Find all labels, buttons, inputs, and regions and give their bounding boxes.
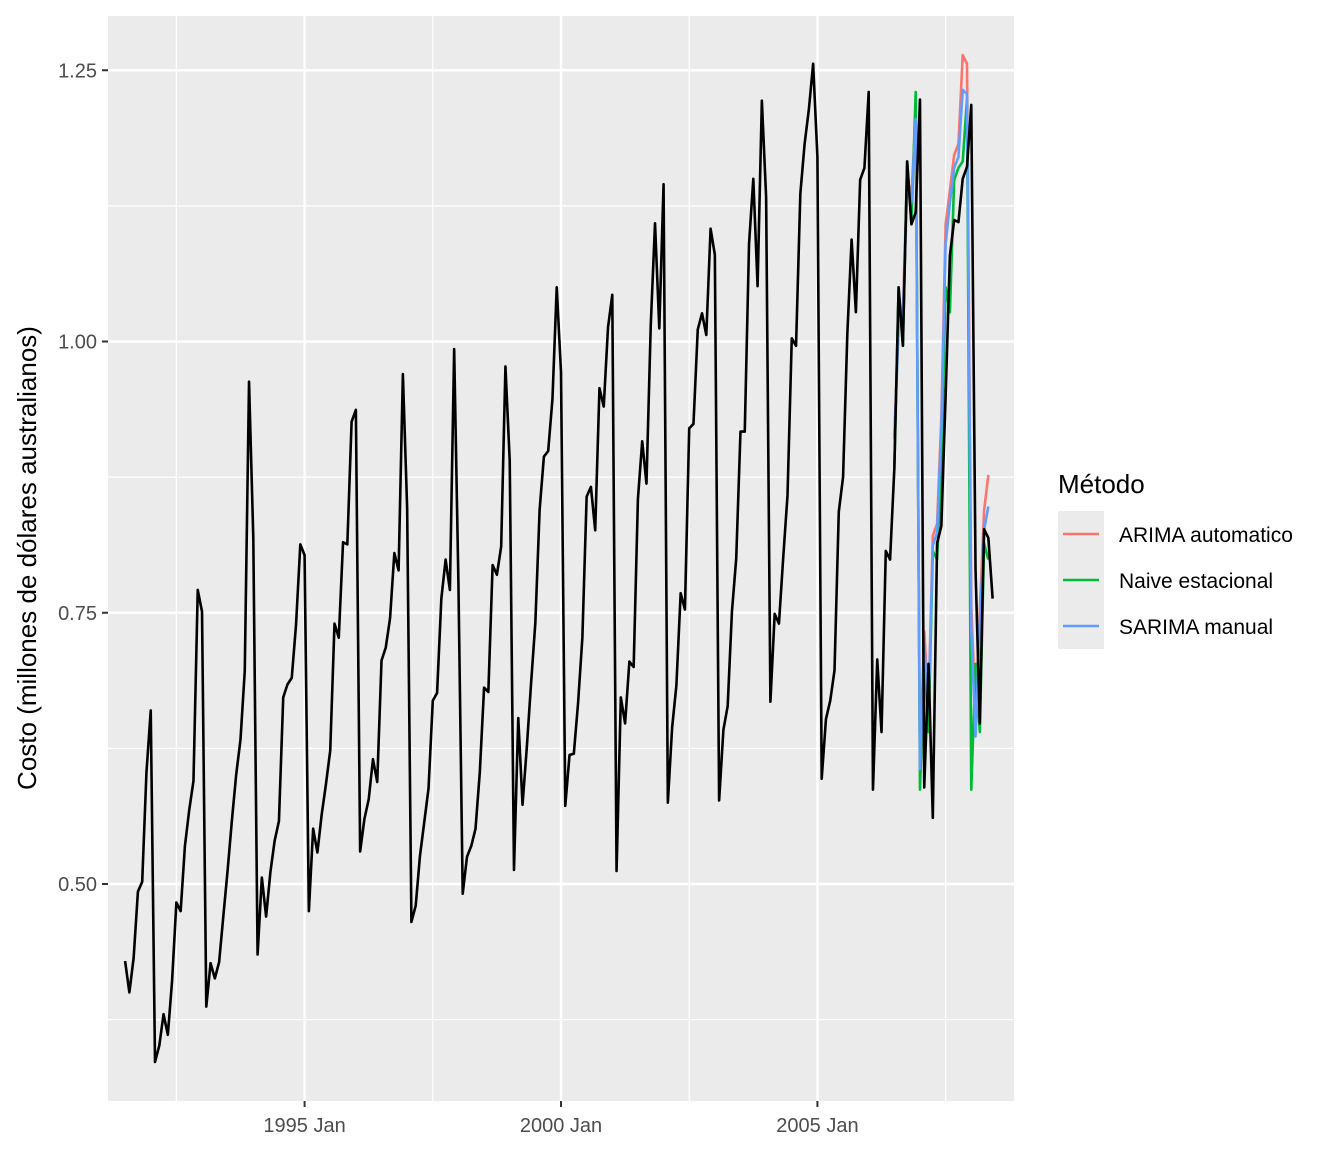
y-axis-title: Costo (millones de dólares australianos): [12, 326, 42, 790]
legend-title: Método: [1058, 469, 1145, 499]
y-tick-label: 1.00: [58, 332, 97, 354]
legend: Método ARIMA automatico Naive estacional S…: [1058, 469, 1293, 649]
legend-label: ARIMA automatico: [1119, 524, 1293, 547]
major-gridlines: [108, 16, 1014, 1101]
y-tick-label: 0.50: [58, 874, 97, 896]
series-layer: [123, 53, 994, 1064]
axes: 0.50 0.75 1.00 1.25 1995 Jan 2000 Jan 2005 Jan: [58, 60, 859, 1137]
y-tick-label: 0.75: [58, 603, 97, 625]
y-tick-label: 1.25: [58, 60, 97, 82]
x-tick-label: 2005 Jan: [776, 1115, 858, 1137]
observed-line: [123, 62, 994, 1064]
x-tick-label: 2000 Jan: [520, 1115, 602, 1137]
legend-label: Naive estacional: [1119, 570, 1273, 593]
x-tick-label: 1995 Jan: [263, 1115, 345, 1137]
legend-label: SARIMA manual: [1119, 616, 1273, 639]
